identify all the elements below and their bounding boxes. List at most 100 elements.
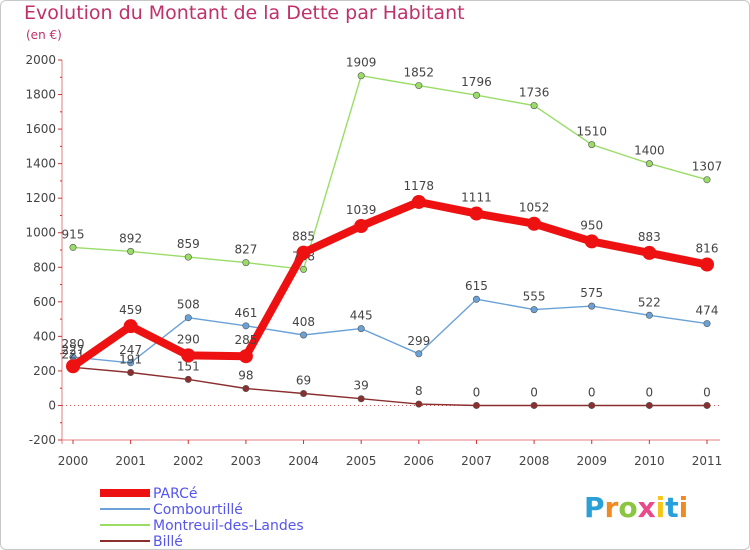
data-label: 1178 (404, 179, 435, 193)
data-point (184, 314, 192, 322)
data-label: 1039 (346, 203, 377, 217)
chart-title: Evolution du Montant de la Dette par Hab… (24, 2, 465, 24)
data-label: 950 (580, 218, 603, 232)
data-point (296, 245, 311, 260)
data-label: 474 (696, 304, 719, 318)
series-line (69, 198, 711, 371)
data-point (588, 302, 596, 310)
series-line (72, 366, 708, 407)
data-label: 0 (588, 385, 596, 399)
data-point (69, 243, 77, 251)
legend-label: Combourtillé (153, 502, 243, 518)
series-line (72, 75, 708, 270)
legend-label: Billé (153, 534, 183, 550)
data-point (238, 349, 253, 364)
data-label: 0 (703, 385, 711, 399)
data-label: 1736 (519, 86, 550, 100)
data-label: 69 (296, 374, 311, 388)
data-point (530, 401, 538, 409)
data-point (184, 253, 192, 261)
data-label: 0 (473, 385, 481, 399)
data-point (700, 257, 714, 272)
y-tick-label: 1800 (25, 88, 56, 102)
data-point (588, 401, 596, 409)
x-tick-label: 2004 (288, 454, 319, 468)
data-label: 191 (119, 352, 142, 366)
data-label: 883 (638, 230, 661, 244)
y-tick-label: 1600 (25, 122, 56, 136)
logo-letter: t (665, 491, 678, 524)
data-point (530, 102, 538, 110)
data-point (300, 390, 308, 398)
data-label: 892 (119, 231, 142, 245)
data-point (642, 245, 657, 260)
data-point (181, 348, 196, 363)
data-point (66, 359, 80, 374)
logo-letter: o (618, 491, 637, 524)
y-tick-label: 1000 (25, 226, 56, 240)
logo-letter: i (656, 491, 666, 524)
y-tick-label: 400 (33, 329, 56, 343)
x-tick-label: 2000 (58, 454, 89, 468)
data-label: 1510 (576, 125, 607, 139)
x-tick-label: 2002 (173, 454, 204, 468)
data-label: 98 (238, 369, 253, 383)
data-label: 8 (415, 384, 423, 398)
y-tick-label: 1200 (25, 191, 56, 205)
data-point (300, 265, 308, 273)
data-label: 555 (523, 290, 546, 304)
proxiti-logo: Proxiti (584, 491, 688, 524)
data-point (584, 234, 599, 249)
data-label: 508 (177, 298, 200, 312)
y-tick-label: 200 (33, 364, 56, 378)
y-tick-label: 2000 (25, 53, 56, 67)
x-tick-label: 2009 (576, 454, 607, 468)
data-point (127, 247, 135, 255)
data-label: 445 (350, 309, 373, 323)
data-point (127, 359, 135, 367)
data-label: 459 (119, 303, 142, 317)
data-label: 39 (354, 379, 369, 393)
data-label: 299 (407, 334, 430, 348)
data-point (415, 350, 423, 358)
x-tick-label: 2007 (461, 454, 492, 468)
data-point (645, 160, 653, 168)
data-point (588, 141, 596, 149)
data-point (472, 91, 480, 99)
data-label: 0 (530, 385, 538, 399)
logo-letter: r (605, 491, 619, 524)
data-point (469, 206, 484, 221)
data-point (472, 401, 480, 409)
data-label: 0 (646, 385, 654, 399)
data-point (645, 311, 653, 319)
data-point (527, 216, 542, 231)
data-label: 290 (177, 332, 200, 346)
data-label: 247 (119, 343, 142, 357)
data-point (530, 306, 538, 314)
data-label: 151 (177, 359, 200, 373)
x-tick-label: 2006 (404, 454, 435, 468)
data-point (472, 295, 480, 303)
data-point (703, 401, 711, 409)
data-label: 1307 (692, 160, 723, 174)
data-label: 1052 (519, 201, 550, 215)
data-label: 575 (580, 286, 603, 300)
data-point (703, 320, 711, 328)
data-label: 615 (465, 279, 488, 293)
data-label: 285 (234, 333, 257, 347)
data-point (411, 194, 426, 209)
data-point (354, 218, 369, 233)
data-label: 227 (62, 343, 85, 357)
data-label: 1111 (461, 191, 492, 205)
logo-letter: i (679, 491, 689, 524)
data-point (357, 325, 365, 333)
data-label: 915 (62, 227, 85, 241)
data-label: 827 (234, 243, 257, 257)
legend-label: Montreuil-des-Landes (153, 518, 304, 534)
data-label: 1796 (461, 75, 492, 89)
y-tick-label: 800 (33, 260, 56, 274)
y-tick-label: 600 (33, 295, 56, 309)
data-point (415, 400, 423, 408)
logo-letter: x (638, 491, 656, 524)
